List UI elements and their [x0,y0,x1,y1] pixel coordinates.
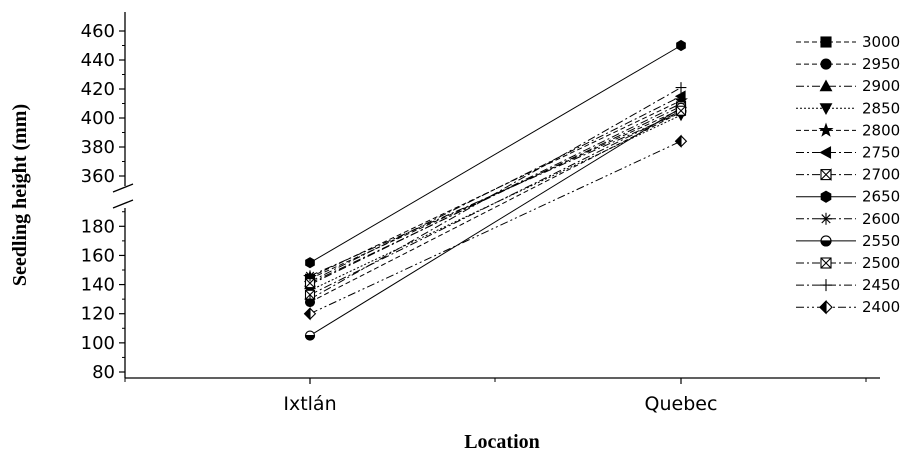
legend-label: 2450 [862,276,900,294]
series-line-2800 [309,100,682,278]
legend-label: 2650 [862,188,900,206]
legend-label: 3000 [862,33,900,51]
axis-break-mark [112,183,134,193]
legend-label: 2400 [862,298,900,316]
legend-item-2800: 2800 [796,121,900,139]
y-tick-label: 160 [81,245,115,266]
x-axis-label: Location [464,431,540,453]
legend-label: 2950 [862,55,900,73]
legend-label: 2850 [862,99,900,117]
legend-item-2750: 2750 [796,144,900,162]
y-tick-label: 400 [81,108,115,129]
legend-item-2500: 2500 [796,254,900,272]
series-line-2400 [309,140,682,315]
legend-item-2700: 2700 [796,166,900,184]
legend-marker-asterisk-icon [820,212,832,225]
y-tick-label: 420 [81,79,115,100]
legend-marker-boxed-x-icon [820,257,832,269]
legend-marker-half-diamond-icon [819,299,833,315]
series-line-2450 [309,87,682,300]
legend-item-2650: 2650 [796,188,900,206]
legend-marker-half-circle-icon [820,235,832,247]
legend-marker-triangle-up-icon [819,79,833,92]
legend-marker-plus-icon [820,279,832,292]
series-line-2600 [309,111,682,277]
legend-marker-star-icon [818,122,834,137]
legend-marker-square-icon [820,36,832,48]
point-2750-quebec [674,90,686,103]
legend: 3000 2950 2900 2850 2800 2750 2700 2650 2600 2550… [796,33,900,316]
legend-item-2450: 2450 [796,276,900,294]
legend-marker-hexagon-icon [820,190,832,203]
x-axis-ticks: Ixtlán Quebec [124,378,867,415]
y-tick-label: 180 [81,216,115,237]
legend-item-2600: 2600 [796,210,900,228]
legend-marker-triangle-left-icon [819,146,832,159]
legend-label: 2500 [862,254,900,272]
legend-item-2550: 2550 [796,232,900,250]
axis-break-mark [112,199,134,209]
y-tick-label: 120 [81,304,115,325]
legend-item-2900: 2900 [796,77,900,95]
point-2400-quebec [674,134,688,148]
series-markers [303,39,688,341]
series-line-2650 [309,45,682,264]
legend-item-2950: 2950 [796,55,900,73]
legend-label: 2700 [862,166,900,184]
series-line-2700 [309,105,682,284]
legend-label: 2600 [862,210,900,228]
legend-label: 2750 [862,144,900,162]
legend-label: 2550 [862,232,900,250]
point-2650-ixtlan [305,257,315,269]
y-tick-label: 380 [81,137,115,158]
legend-label: 2900 [862,77,900,95]
x-tick-label: Ixtlán [283,393,336,415]
legend-item-2850: 2850 [796,99,900,117]
legend-marker-circle-icon [820,58,832,70]
series-line-2950 [309,111,682,303]
y-tick-label: 460 [81,21,115,42]
series-line-2750 [309,95,682,283]
series-line-2900 [309,103,682,286]
legend-item-2400: 2400 [796,298,900,316]
series-lines [309,45,682,337]
series-line-2850 [309,114,682,291]
point-2450-ixtlan [304,293,316,305]
point-2600-ixtlan [304,270,316,282]
legend-item-3000: 3000 [796,33,900,51]
axes [112,12,880,379]
series-line-2550 [309,107,682,337]
legend-marker-triangle-down-icon [819,103,833,115]
legend-label: 2800 [862,121,900,139]
legend-marker-hourglass-icon [820,168,832,181]
point-2450-quebec [675,82,687,93]
y-tick-label: 140 [81,275,115,296]
y-tick-label: 360 [81,166,115,187]
x-tick-label: Quebec [645,393,718,415]
y-axis-ticks: 360 380 400 420 440 460 80 100 120 140 160 180 [81,21,125,383]
series-line-3000 [309,108,682,280]
y-tick-label: 100 [81,333,115,354]
y-axis-label: Seedling height (mm) [9,104,31,286]
y-tick-label: 80 [92,362,115,383]
point-2550-ixtlan [304,330,316,341]
point-2500-quebec [675,105,687,116]
point-2400-ixtlan [303,306,317,321]
y-tick-label: 440 [81,50,115,71]
point-2650-quebec [676,39,686,52]
